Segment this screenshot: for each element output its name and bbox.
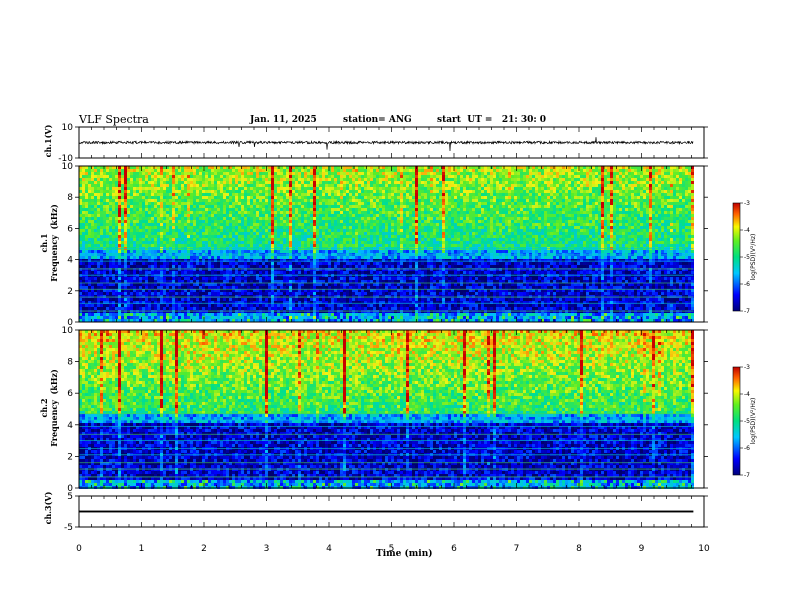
colorbar-tick-label: -6	[744, 281, 750, 288]
xtick-label: 1	[139, 544, 145, 554]
x-axis-label: Time (min)	[376, 549, 433, 559]
ytick-label: 8	[67, 358, 73, 368]
xtick-label: 3	[264, 544, 270, 554]
ytick-label: 10	[62, 123, 74, 133]
colorbar-label: log(PSD)(V²/Hz)	[750, 234, 757, 281]
colorbar-label: log(PSD)(V²/Hz)	[750, 398, 757, 445]
colorbar-tick-label: -3	[744, 200, 750, 207]
xtick-label: 4	[326, 544, 332, 554]
colorbar-2	[733, 367, 740, 475]
ytick-label: 10	[62, 326, 74, 336]
colorbar-tick-label: -4	[744, 391, 750, 398]
xtick-label: 8	[576, 544, 582, 554]
ytick-label: 2	[67, 452, 73, 462]
ytick-label: 6	[67, 224, 73, 234]
colorbar-tick-label: -4	[744, 227, 750, 234]
colorbar-tick-label: -3	[744, 364, 750, 371]
ch1-spectrogram-ylabel: ch.1 Frequency (kHz)	[39, 198, 59, 288]
xtick-label: 6	[451, 544, 457, 554]
colorbar-tick-label: -7	[744, 472, 750, 479]
ch3-waveform-ylabel: ch.3(V)	[43, 483, 53, 533]
ytick-label: 4	[67, 256, 73, 266]
ytick-label: 5	[67, 492, 73, 502]
colorbar-tick-label: -7	[744, 308, 750, 315]
colorbar-1	[733, 203, 740, 311]
ytick-label: 2	[67, 287, 73, 297]
xtick-label: 2	[201, 544, 207, 554]
ytick-label: 6	[67, 389, 73, 399]
ch1-waveform-ylabel: ch.1(V)	[43, 116, 53, 166]
ytick-label: -5	[64, 523, 73, 533]
xtick-label: 10	[698, 544, 710, 554]
colorbar-tick-label: -6	[744, 445, 750, 452]
spectrogram-ch1-cells	[79, 166, 694, 322]
ch2-spectrogram-ylabel: ch.2 Frequency (kHz)	[39, 363, 59, 453]
spectrogram-ch2-cells	[79, 330, 694, 489]
xtick-label: 0	[76, 544, 82, 554]
ytick-label: 8	[67, 193, 73, 203]
xtick-label: 9	[639, 544, 645, 554]
ytick-label: 10	[62, 162, 74, 172]
xtick-label: 7	[514, 544, 520, 554]
ytick-label: 4	[67, 421, 73, 431]
waveform-ch3-trace	[79, 511, 693, 513]
